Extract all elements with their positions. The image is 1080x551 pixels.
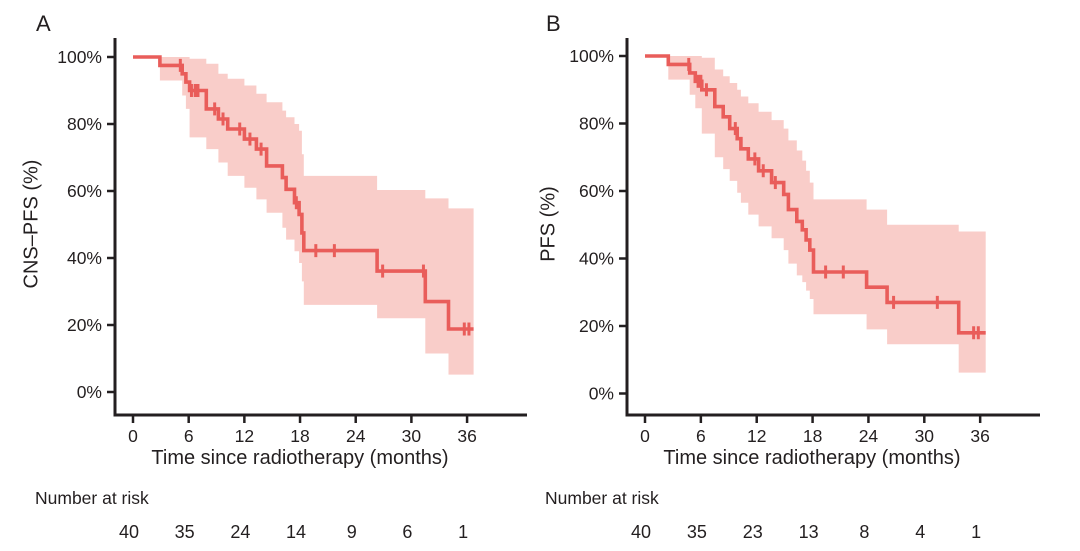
panel-b-x-axis-title: Time since radiotherapy (months) bbox=[663, 447, 961, 469]
y-tick-label: 60% bbox=[579, 181, 614, 201]
panel-b: 100% 80% 60% 40% 20% 0% 0 6 12 18 24 30 36 40 35 23 13 8 4… bbox=[569, 38, 1040, 542]
panel-a-y-axis-title: CNS–PFS (%) bbox=[20, 159, 43, 289]
y-tick-label: 80% bbox=[67, 114, 102, 134]
x-tick-label: 24 bbox=[859, 426, 879, 446]
risk-count: 40 bbox=[631, 522, 651, 542]
risk-count: 35 bbox=[175, 522, 195, 542]
y-tick-label: 20% bbox=[67, 315, 102, 335]
panel-b-number-at-risk-label: Number at risk bbox=[545, 488, 659, 508]
x-tick-label: 6 bbox=[184, 426, 194, 446]
risk-count: 13 bbox=[799, 522, 819, 542]
confidence-band bbox=[668, 56, 986, 373]
y-tick-label: 40% bbox=[67, 248, 102, 268]
risk-count: 1 bbox=[971, 522, 981, 542]
risk-count: 8 bbox=[859, 522, 869, 542]
risk-count: 35 bbox=[687, 522, 707, 542]
x-tick-label: 0 bbox=[640, 426, 650, 446]
x-tick-label: 36 bbox=[970, 426, 989, 446]
panel-a-letter: A bbox=[36, 11, 51, 36]
risk-count: 23 bbox=[743, 522, 763, 542]
x-tick-label: 12 bbox=[747, 426, 766, 446]
km-curve bbox=[133, 55, 474, 331]
confidence-band bbox=[159, 57, 474, 375]
risk-count: 4 bbox=[915, 522, 925, 542]
risk-count: 24 bbox=[230, 522, 250, 542]
x-tick-label: 12 bbox=[235, 426, 254, 446]
y-tick-label: 100% bbox=[57, 47, 102, 67]
y-tick-label: 20% bbox=[579, 316, 614, 336]
risk-count: 1 bbox=[458, 522, 468, 542]
panel-b-letter: B bbox=[546, 11, 561, 36]
panel-b-y-axis-title: PFS (%) bbox=[537, 186, 560, 262]
x-tick-label: 30 bbox=[915, 426, 935, 446]
x-tick-label: 0 bbox=[128, 426, 138, 446]
panel-a: 100% 80% 60% 40% 20% 0% 0 6 12 18 24 30 36 40 35 24 14 9 6… bbox=[57, 38, 527, 542]
y-tick-label: 60% bbox=[67, 181, 102, 201]
x-tick-label: 30 bbox=[402, 426, 422, 446]
x-tick-label: 36 bbox=[457, 426, 476, 446]
panel-a-number-at-risk-label: Number at risk bbox=[35, 488, 149, 508]
y-tick-label: 40% bbox=[579, 249, 614, 269]
x-tick-label: 18 bbox=[803, 426, 822, 446]
risk-count: 40 bbox=[119, 522, 139, 542]
x-tick-label: 6 bbox=[696, 426, 706, 446]
x-tick-label: 18 bbox=[290, 426, 309, 446]
x-tick-label: 24 bbox=[346, 426, 366, 446]
y-tick-label: 80% bbox=[579, 114, 614, 134]
panel-a-x-axis-title: Time since radiotherapy (months) bbox=[151, 447, 449, 469]
risk-count: 14 bbox=[286, 522, 306, 542]
y-tick-label: 100% bbox=[569, 46, 614, 66]
y-tick-label: 0% bbox=[77, 382, 102, 402]
risk-count: 6 bbox=[402, 522, 412, 542]
risk-count: 9 bbox=[347, 522, 357, 542]
y-tick-label: 0% bbox=[589, 384, 614, 404]
